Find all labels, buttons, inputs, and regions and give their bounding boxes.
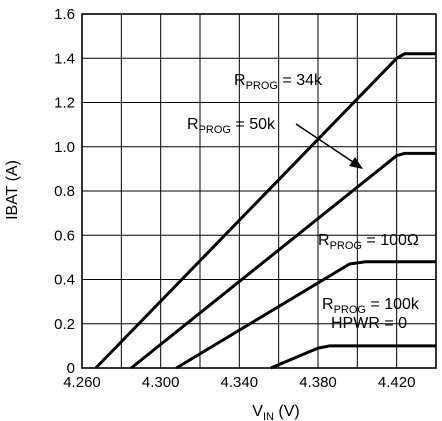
- annotation-rprog-34k: RPROG = 34k: [234, 72, 323, 92]
- y-tick-label: 1.0: [54, 139, 75, 156]
- annotation-hpwr: HPWR = 0: [331, 315, 407, 332]
- y-tick-label: 1.4: [54, 50, 75, 67]
- grid: [82, 14, 436, 368]
- annotation-rprog-100k: RPROG = 100k: [322, 296, 420, 316]
- plot-frame: [81, 13, 437, 369]
- x-tick-label: 4.380: [299, 374, 337, 391]
- x-tick-label: 4.420: [378, 374, 416, 391]
- y-tick-label: 0.2: [54, 316, 75, 333]
- x-tick-label: 4.260: [63, 374, 101, 391]
- series-line: [94, 52, 436, 370]
- series-line: [270, 344, 436, 370]
- x-tick-labels: 4.260 4.300 4.340 4.380 4.420: [63, 374, 415, 391]
- x-tick-label: 4.300: [142, 374, 180, 391]
- annotation-rprog-100ohm: RPROG = 100Ω: [318, 232, 419, 252]
- x-tick-label: 4.340: [221, 374, 259, 391]
- x-axis-label: VIN (V): [252, 403, 299, 421]
- y-tick-label: 0.8: [54, 183, 75, 200]
- series-lines: [94, 52, 436, 370]
- annotation-arrow: [295, 123, 363, 169]
- y-tick-label: 0.6: [54, 227, 75, 244]
- y-tick-label: 0.4: [54, 272, 75, 289]
- y-tick-label: 1.6: [54, 6, 75, 23]
- annotation-rprog-50k: RPROG = 50k: [187, 116, 276, 136]
- y-tick-labels: 0 0.2 0.4 0.6 0.8 1.0 1.2 1.4 1.6: [54, 6, 75, 377]
- series-line: [130, 151, 436, 370]
- y-tick-label: 1.2: [54, 95, 75, 112]
- y-tick-label: 0: [67, 360, 75, 377]
- y-axis-label: IBAT (A): [4, 160, 21, 220]
- series-line: [175, 260, 436, 370]
